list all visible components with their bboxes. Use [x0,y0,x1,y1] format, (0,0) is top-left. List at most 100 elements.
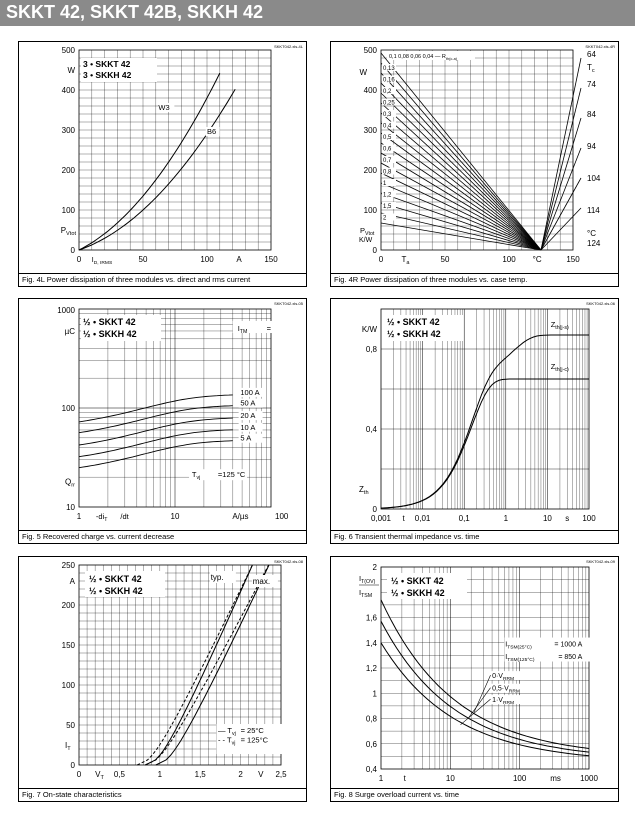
x-tick: 100 [200,255,214,264]
legend-line: ½ • SKKH 42 [391,588,445,598]
right-tick: 74 [587,80,596,89]
y-tick: 100 [62,681,76,690]
chart-6: SKKT042.xls-06 0,001 0,01 0,1 1 10 100 0 0,4 0,8 K… [359,301,616,523]
rth-line [380,172,542,251]
x-tick: 10 [446,774,455,783]
curve-2 [78,417,233,446]
label-bg [216,724,287,754]
x-label: t [404,774,407,783]
label-bg [238,398,263,408]
label-bg [382,75,396,83]
y-tick: 500 [364,46,378,55]
x-tick: 0,5 [114,770,126,779]
x-tick: 2 [238,770,243,779]
caption-7: Fig. 7 On-state characteristics [19,788,306,801]
page-title: SKKT 42, SKKT 42B, SKKH 42 [6,2,264,22]
figure-4r: SKKT042.xls-4R 0 50 100 150 0 100 200 300 400 500 W… [330,41,619,287]
x-label: Ta [401,255,410,266]
file-tag: SKKT042.xls-09 [586,559,616,564]
tc-line [540,207,582,251]
figure-7: SKKT042.xls-08 0 0,5 1 1,5 2 2,5 0 50 100 150 200 25… [18,556,307,802]
x-label-dt: /dt [120,512,129,521]
x-label: ID, IRMS [92,257,113,266]
x-unit: ms [550,774,561,783]
y-unit: A [70,577,76,586]
label-bg [205,127,220,136]
x-tick: 0 [77,770,82,779]
label-bg [382,121,396,129]
y-tick: 50 [66,721,75,730]
y-tick: 200 [62,601,76,610]
y-label: IT [65,741,71,752]
plot-frame [380,566,590,770]
label-bg [189,469,248,481]
rth-label: 2 [383,216,387,222]
y-tick: 400 [364,86,378,95]
curve-0 [78,394,233,423]
right-tick: 104 [587,174,601,183]
x-tick: 10 [543,514,552,523]
legend-dash-value: = 125°C [241,736,269,745]
rth-line [380,102,542,251]
label-bg [490,671,525,681]
rth-line [380,222,542,251]
tc-line [540,57,582,251]
curve-label: 100 A [240,388,259,397]
rth-line [380,142,542,251]
plot-frame [380,49,574,251]
leader-line [467,687,491,719]
y-tick: 10 [66,503,75,512]
figure-4l: SKKT042.xls-4L 0 50 100 150 0 100 200 300 400 500 W… [18,41,307,287]
file-tag: SKKT042.xls-05 [274,301,304,306]
tc-line [540,147,582,251]
y-label: PVtot [360,226,375,237]
y-tick: 0,4 [366,765,378,774]
legend-line: ½ • SKKT 42 [387,317,440,327]
rth-label: 0,7 [383,158,392,164]
y-tick: 1,2 [366,664,378,673]
curve-1 [380,621,590,753]
rth-label: 0,13 [383,66,395,72]
right-tick: 124 [587,239,601,248]
legend-line: ½ • SKKT 42 [391,576,444,586]
itsm-25: ITSM(25°C) [505,642,532,651]
x-unit: s [565,514,569,523]
label-bg [238,422,263,432]
x-tick: 1000 [580,774,598,783]
rth-line [380,202,542,251]
right-tick: 94 [587,142,596,151]
x-tick: 100 [582,514,596,523]
y-tick: 100 [62,404,76,413]
curve-1 [78,405,233,434]
y-tick: 200 [364,166,378,175]
y-tick: 500 [62,46,76,55]
curve-label: 20 A [240,411,255,420]
tvj-label: Tvj [192,470,200,481]
x-tick: 0 [379,255,384,264]
caption-4r: Fig. 4R Power dissipation of three modul… [331,273,618,286]
rth-label: 0,16 [383,78,395,84]
rth-label: 0,5 [383,135,392,141]
legend-line: ½ • SKKT 42 [89,574,142,584]
tc-line [540,87,582,251]
x-tick: 0,001 [371,514,392,523]
legend-bg [85,571,165,597]
label-bg [382,133,396,140]
curve-max-25 [155,564,270,766]
curve-label: 0·VRRM [492,673,514,682]
x-tick: 1,5 [195,770,207,779]
rth-label: 0,8 [383,170,392,176]
label-bg [504,637,600,662]
label-bg [382,87,396,94]
rth-label: 0,6 [383,147,392,153]
curve-zth-js [380,334,589,509]
label-bg [238,411,263,421]
x-unit: A [236,255,242,264]
x-tick: 1 [77,512,82,521]
y-tick: 2 [373,563,378,572]
label-bg [238,433,263,443]
x-tick: 150 [566,255,580,264]
itsm-125: ITSM(125°C) [505,654,535,663]
right-tick: 84 [587,110,596,119]
plot-frame [78,564,282,766]
